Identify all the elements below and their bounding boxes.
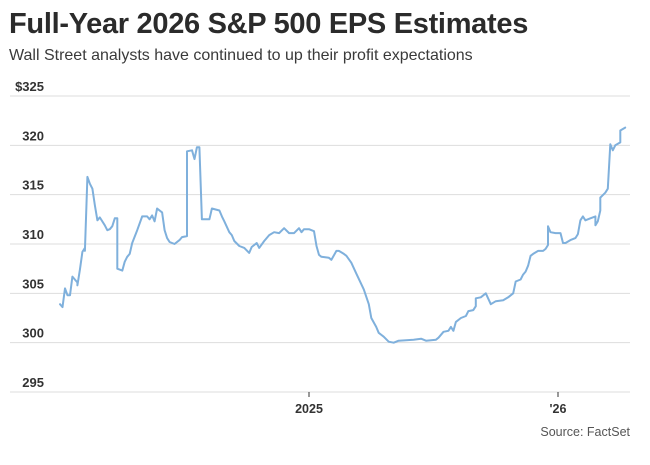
- series-line-eps-estimate: [59, 126, 627, 344]
- chart-subtitle: Wall Street analysts have continued to u…: [9, 47, 473, 64]
- y-tick-label: 315: [22, 178, 44, 193]
- y-axis-ticks: $325 320 315 310 305 300 295: [15, 79, 44, 390]
- x-tick-label: '26: [550, 402, 567, 416]
- y-tick-label: 320: [22, 128, 44, 143]
- y-tick-label: 295: [22, 375, 44, 390]
- x-tick-label: 2025: [295, 402, 323, 416]
- series-layer: [59, 126, 627, 344]
- gridlines: [10, 95, 630, 393]
- y-tick-label: $325: [15, 79, 44, 94]
- chart-title: Full-Year 2026 S&P 500 EPS Estimates: [9, 8, 529, 40]
- y-tick-label: 300: [22, 326, 44, 341]
- source-note: Source: FactSet: [540, 425, 630, 439]
- y-tick-label: 310: [22, 227, 44, 242]
- x-axis-ticks: 2025 '26: [295, 392, 566, 416]
- y-tick-label: 305: [22, 276, 44, 291]
